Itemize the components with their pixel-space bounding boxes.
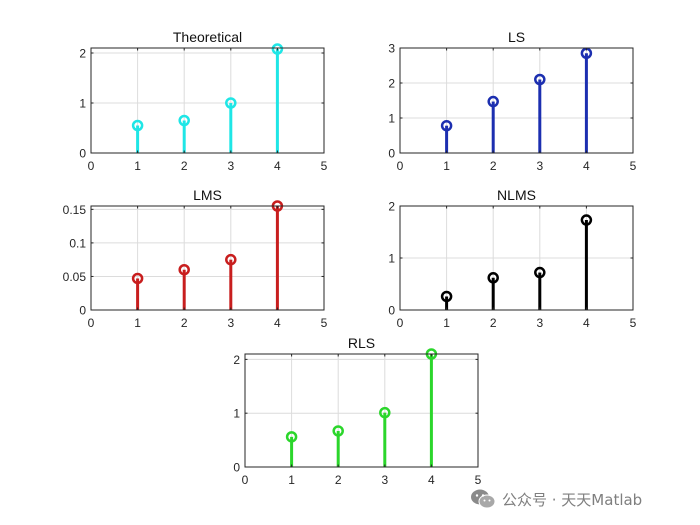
- y-tick-label: 3: [388, 42, 395, 56]
- y-tick-label: 0: [388, 304, 395, 318]
- x-tick-label: 0: [88, 316, 95, 330]
- y-tick-label: 0: [79, 304, 86, 318]
- y-tick-label: 2: [388, 200, 395, 214]
- y-tick-label: 1: [388, 112, 395, 126]
- x-tick-label: 4: [274, 159, 281, 173]
- x-tick-label: 1: [443, 159, 450, 173]
- x-tick-label: 1: [443, 316, 450, 330]
- stem-marker: [487, 95, 499, 108]
- subplot-title: NLMS: [497, 187, 536, 203]
- axes-box: [399, 47, 634, 154]
- stem-marker: [131, 272, 144, 285]
- x-tick-label: 0: [88, 159, 95, 173]
- stem-marker: [534, 266, 546, 279]
- y-tick-label: 0.05: [63, 270, 87, 284]
- x-tick-label: 5: [475, 473, 482, 487]
- stem-marker: [379, 406, 391, 419]
- subplot-title: LMS: [193, 187, 222, 203]
- stem-marker: [225, 253, 237, 266]
- x-tick-label: 0: [397, 316, 404, 330]
- y-tick-label: 0: [233, 461, 240, 475]
- subplot-title: Theoretical: [173, 29, 242, 45]
- subplot-nlms: 0 1 2 3 4 5 0 1 2 NLMS: [388, 187, 636, 330]
- x-tick-label: 2: [335, 473, 342, 487]
- stem-marker: [285, 431, 298, 443]
- axes-box: [90, 205, 325, 311]
- x-tick-label: 2: [490, 316, 497, 330]
- subplot-title: LS: [508, 29, 525, 45]
- x-tick-label: 5: [630, 316, 637, 330]
- x-tick-label: 3: [536, 159, 543, 173]
- y-tick-label: 0: [79, 147, 86, 161]
- x-tick-label: 2: [181, 316, 188, 330]
- x-tick-label: 3: [227, 159, 234, 173]
- wechat-icon: [471, 489, 496, 509]
- stem-marker: [225, 97, 237, 109]
- subplot-title: RLS: [348, 335, 375, 351]
- x-tick-label: 1: [134, 316, 141, 330]
- x-tick-label: 4: [428, 473, 435, 487]
- stem-marker: [440, 119, 453, 132]
- y-tick-label: 1: [79, 97, 86, 111]
- stem-marker: [580, 214, 593, 226]
- y-tick-label: 2: [388, 77, 395, 91]
- x-tick-label: 3: [536, 316, 543, 330]
- watermark: 公众号 · 天天Matlab: [470, 485, 642, 513]
- x-tick-label: 4: [274, 316, 281, 330]
- subplot-rls: 0 1 2 3 4 5 0 1 2 RLS: [233, 335, 481, 487]
- x-tick-label: 2: [490, 159, 497, 173]
- y-tick-label: 1: [388, 252, 395, 266]
- x-tick-label: 1: [134, 159, 141, 173]
- y-tick-label: 0.15: [63, 203, 87, 217]
- stem-marker: [332, 425, 344, 437]
- subplot-lms: 0 1 2 3 4 5 0 0.05 0.1 0.15 LMS: [63, 187, 328, 330]
- y-tick-label: 2: [233, 353, 240, 367]
- subplot-ls: 0 1 2 3 4 5 0 1 2 3 LS: [388, 29, 636, 173]
- y-tick-label: 2: [79, 47, 86, 61]
- subplot-theoretical: 0 1 2 3 4 5 0 1 2 Theoretical: [79, 29, 327, 173]
- stem-marker: [534, 73, 546, 86]
- y-tick-label: 1: [233, 407, 240, 421]
- watermark-text: 公众号 · 天天Matlab: [502, 490, 643, 509]
- stem-marker: [271, 43, 284, 55]
- x-tick-label: 4: [583, 316, 590, 330]
- stem-marker: [440, 290, 453, 303]
- x-tick-label: 3: [227, 316, 234, 330]
- stem-marker: [131, 119, 144, 132]
- x-tick-label: 1: [288, 473, 295, 487]
- x-tick-label: 2: [181, 159, 188, 173]
- y-tick-label: 0.1: [69, 236, 86, 250]
- stem-marker: [487, 272, 499, 284]
- x-tick-label: 5: [321, 159, 328, 173]
- x-tick-label: 0: [397, 159, 404, 173]
- x-tick-label: 3: [381, 473, 388, 487]
- x-tick-label: 5: [321, 316, 328, 330]
- x-tick-label: 5: [630, 159, 637, 173]
- y-tick-label: 0: [388, 147, 395, 161]
- x-tick-label: 0: [242, 473, 249, 487]
- axes-box: [90, 47, 325, 154]
- stem-marker: [178, 263, 190, 276]
- stem-marker: [178, 114, 190, 127]
- axes-box: [244, 353, 479, 468]
- x-tick-label: 4: [583, 159, 590, 173]
